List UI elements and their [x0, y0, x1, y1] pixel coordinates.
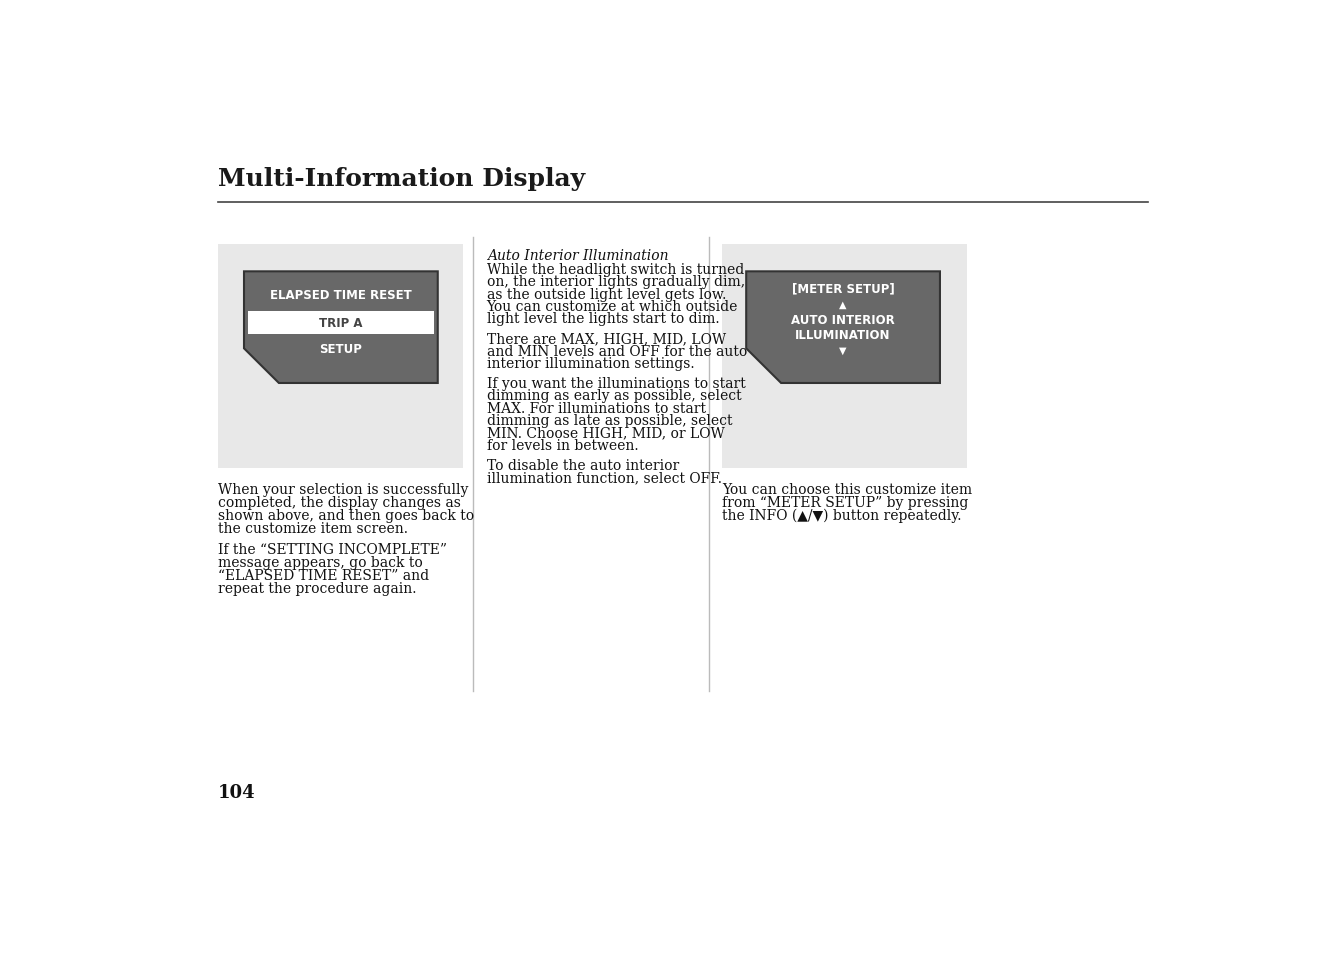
Text: [METER SETUP]: [METER SETUP]: [791, 282, 895, 295]
Text: as the outside light level gets low.: as the outside light level gets low.: [486, 288, 726, 301]
FancyBboxPatch shape: [722, 245, 967, 468]
Text: ILLUMINATION: ILLUMINATION: [795, 329, 891, 341]
Text: on, the interior lights gradually dim,: on, the interior lights gradually dim,: [486, 275, 745, 289]
Text: the customize item screen.: the customize item screen.: [217, 521, 408, 536]
Text: completed, the display changes as: completed, the display changes as: [217, 496, 461, 509]
Text: Auto Interior Illumination: Auto Interior Illumination: [486, 249, 669, 263]
Text: light level the lights start to dim.: light level the lights start to dim.: [486, 312, 719, 326]
Polygon shape: [746, 272, 940, 383]
Text: ▲: ▲: [839, 299, 847, 310]
Text: If the “SETTING INCOMPLETE”: If the “SETTING INCOMPLETE”: [217, 542, 446, 556]
Text: TRIP A: TRIP A: [320, 317, 362, 330]
Text: MAX. For illuminations to start: MAX. For illuminations to start: [486, 401, 706, 416]
Text: When your selection is successfully: When your selection is successfully: [217, 482, 468, 496]
FancyBboxPatch shape: [248, 312, 434, 335]
Text: illumination function, select OFF.: illumination function, select OFF.: [486, 471, 722, 484]
FancyBboxPatch shape: [217, 245, 462, 468]
Text: If you want the illuminations to start: If you want the illuminations to start: [486, 376, 746, 391]
Text: dimming as early as possible, select: dimming as early as possible, select: [486, 389, 741, 403]
Text: While the headlight switch is turned: While the headlight switch is turned: [486, 263, 743, 276]
Text: interior illumination settings.: interior illumination settings.: [486, 356, 694, 371]
Text: message appears, go back to: message appears, go back to: [217, 555, 422, 569]
Text: AUTO INTERIOR: AUTO INTERIOR: [791, 314, 895, 326]
Text: 104: 104: [217, 783, 256, 801]
Text: for levels in between.: for levels in between.: [486, 438, 638, 452]
Text: MIN. Choose HIGH, MID, or LOW: MIN. Choose HIGH, MID, or LOW: [486, 426, 725, 440]
Text: To disable the auto interior: To disable the auto interior: [486, 458, 679, 472]
Text: ▼: ▼: [839, 346, 847, 355]
Text: dimming as late as possible, select: dimming as late as possible, select: [486, 414, 733, 428]
Text: shown above, and then goes back to: shown above, and then goes back to: [217, 508, 474, 522]
Text: You can choose this customize item: You can choose this customize item: [722, 482, 972, 496]
Text: ELAPSED TIME RESET: ELAPSED TIME RESET: [270, 289, 412, 301]
Polygon shape: [244, 272, 438, 383]
Text: “ELAPSED TIME RESET” and: “ELAPSED TIME RESET” and: [217, 568, 429, 582]
Text: You can customize at which outside: You can customize at which outside: [486, 300, 738, 314]
Text: the INFO (▲/▼) button repeatedly.: the INFO (▲/▼) button repeatedly.: [722, 508, 962, 522]
Text: repeat the procedure again.: repeat the procedure again.: [217, 581, 416, 596]
Text: SETUP: SETUP: [320, 342, 362, 355]
Text: from “METER SETUP” by pressing: from “METER SETUP” by pressing: [722, 496, 968, 509]
Text: and MIN levels and OFF for the auto: and MIN levels and OFF for the auto: [486, 344, 747, 358]
Text: There are MAX, HIGH, MID, LOW: There are MAX, HIGH, MID, LOW: [486, 332, 726, 346]
Text: Multi-Information Display: Multi-Information Display: [217, 168, 585, 192]
